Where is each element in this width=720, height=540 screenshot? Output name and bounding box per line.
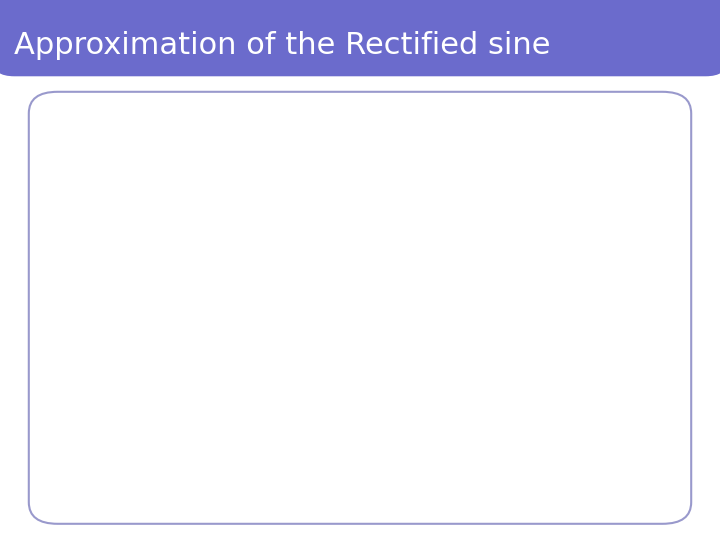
Text: (constant part): (constant part) [327,227,494,248]
Text: +: + [482,227,500,248]
Text: (oscillating part): (oscillating part) [325,276,509,296]
Text: Approximation of the Rectified sine: Approximation of the Rectified sine [14,31,551,60]
Text: A periodic signal=: A periodic signal= [125,227,336,248]
